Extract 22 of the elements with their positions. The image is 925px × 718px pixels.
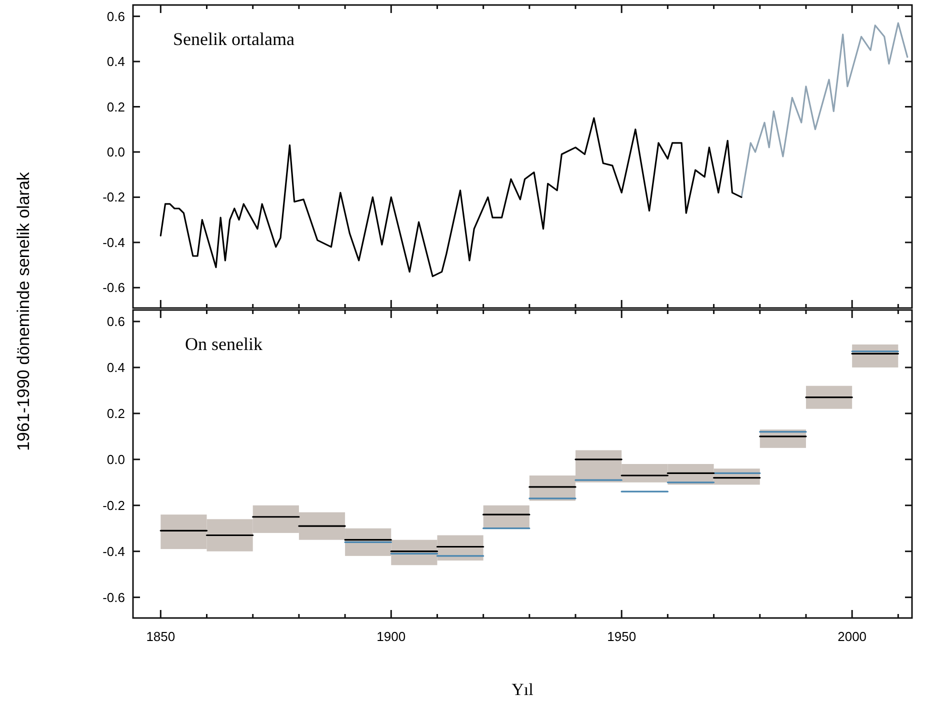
text: Senelik ortalama: [173, 29, 294, 49]
y-tick-label: -0.2: [102, 498, 125, 513]
x-tick-label: 1950: [607, 629, 636, 644]
y-tick-label: -0.4: [102, 544, 125, 559]
y-tick-label: 0.0: [106, 144, 125, 160]
y-axis-title: 1961-1990 döneminde senelik olarak: [14, 172, 33, 451]
x-tick-label: 1900: [376, 629, 406, 644]
y-tick-label: 0.4: [106, 360, 125, 375]
y-tick-label: 0.2: [106, 99, 125, 114]
y-tick-label: 0.0: [106, 452, 125, 467]
x-tick-label: 1850: [146, 629, 176, 644]
x-axis-title: Yıl: [512, 680, 534, 699]
y-tick-label: -0.6: [102, 590, 125, 605]
y-tick-label: -0.6: [102, 280, 125, 296]
y-tick-label: 0.4: [106, 54, 125, 70]
y-tick-label: -0.4: [102, 234, 125, 250]
y-tick-label: 0.2: [106, 406, 125, 421]
y-tick-label: 0.6: [106, 314, 125, 329]
y-tick-label: 0.6: [106, 8, 125, 24]
y-tick-label: -0.2: [102, 190, 125, 205]
x-tick-label: 2000: [838, 629, 867, 644]
text: On senelik: [185, 334, 262, 354]
